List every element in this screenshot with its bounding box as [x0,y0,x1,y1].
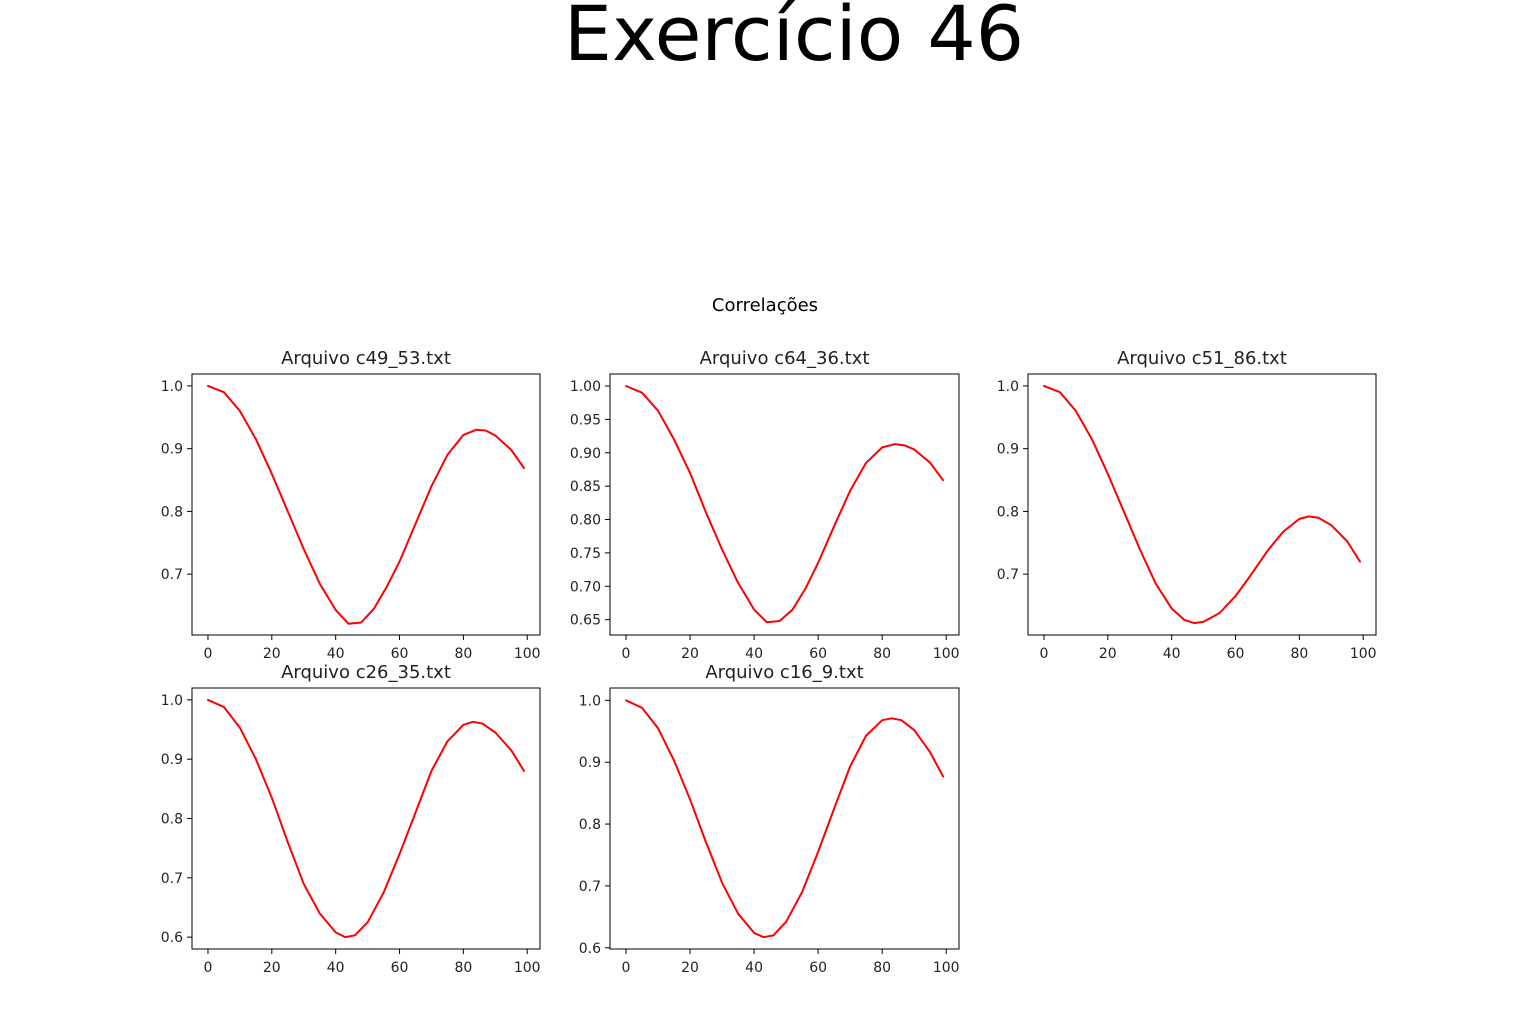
subplot-2: 0 20 40 60 80 100 0.65 0.70 0.75 0.80 0.85 0.90 0.95… [570,348,960,662]
y-tick-label: 0.75 [570,546,601,562]
x-tick-label: 100 [514,960,541,976]
series-line [1043,384,1361,625]
y-tick-label: 1.0 [579,693,601,709]
y-tick-label: 0.7 [161,871,183,887]
x-tick-label: 0 [204,646,213,662]
x-tick-label: 40 [327,646,345,662]
x-tick-label: 40 [745,646,763,662]
y-tick-label: 0.9 [161,442,183,458]
y-tick-label: 0.9 [997,442,1019,458]
series-line [207,384,525,625]
x-tick-label: 0 [622,960,631,976]
x-tick-label: 100 [1350,646,1377,662]
x-tick-label: 80 [1290,646,1308,662]
y-tick-label: 1.0 [997,379,1019,395]
y-tick-label: 0.6 [579,941,601,957]
x-tick-label: 80 [873,646,891,662]
subplot-1: 0 20 40 60 80 100 0.7 0.8 0.9 1.0 Arquivo c49_53.t… [161,348,541,662]
y-tick-label: 0.65 [570,613,601,629]
axes-frame [1027,373,1377,636]
axes-frame [191,373,541,636]
x-tick-label: 40 [745,960,763,976]
x-tick-label: 60 [809,960,827,976]
y-tick-label: 1.0 [161,379,183,395]
x-tick-label: 60 [809,646,827,662]
x-tick-label: 40 [327,960,345,976]
subplot-3: 0 20 40 60 80 100 0.7 0.8 0.9 1.0 Arquivo c51_86.t… [997,348,1377,662]
x-tick-label: 100 [933,960,960,976]
subplot-title: Arquivo c16_9.txt [705,662,863,683]
subplot-title: Arquivo c51_86.txt [1117,348,1287,369]
subplot-title: Arquivo c64_36.txt [700,348,870,369]
x-tick-label: 0 [622,646,631,662]
y-tick-label: 0.8 [161,812,183,828]
subplot-title: Arquivo c49_53.txt [281,348,451,369]
y-tick-label: 0.9 [579,755,601,771]
x-tick-label: 100 [933,646,960,662]
y-tick-label: 0.80 [570,513,601,529]
x-tick-label: 40 [1163,646,1181,662]
subplot-4: 0 20 40 60 80 100 0.6 0.7 0.8 0.9 1.0 Arquivo c26_3… [161,662,541,976]
y-tick-label: 0.7 [997,567,1019,583]
x-tick-label: 0 [204,960,213,976]
x-tick-label: 100 [514,646,541,662]
x-tick-label: 60 [391,646,409,662]
x-tick-label: 20 [1099,646,1117,662]
x-tick-label: 60 [1227,646,1245,662]
x-tick-label: 80 [454,646,472,662]
y-tick-label: 1.00 [570,379,601,395]
x-tick-label: 20 [681,646,699,662]
page-title: Exercício 46 [563,0,1025,78]
y-tick-label: 0.8 [997,504,1019,520]
y-tick-label: 0.90 [570,446,601,462]
axes-frame [609,687,960,950]
x-tick-label: 60 [391,960,409,976]
y-tick-label: 1.0 [161,693,183,709]
x-tick-label: 20 [263,960,281,976]
y-tick-label: 0.95 [570,412,601,428]
x-tick-label: 20 [681,960,699,976]
y-tick-label: 0.7 [579,879,601,895]
x-tick-label: 80 [454,960,472,976]
y-tick-label: 0.8 [161,504,183,520]
axes-frame [609,373,960,636]
x-tick-label: 80 [873,960,891,976]
y-tick-label: 0.7 [161,567,183,583]
x-tick-label: 0 [1040,646,1049,662]
series-line [625,385,944,624]
series-line [207,698,525,939]
y-tick-label: 0.8 [579,817,601,833]
y-tick-label: 0.6 [161,930,183,946]
y-tick-label: 0.70 [570,579,601,595]
subplot-5: 0 20 40 60 80 100 0.6 0.7 0.8 0.9 1.0 Arquivo c16_9… [579,662,960,976]
y-tick-label: 0.9 [161,752,183,768]
y-tick-label: 0.85 [570,479,601,495]
subplot-title: Arquivo c26_35.txt [281,662,451,683]
x-tick-label: 20 [263,646,281,662]
figure-suptitle: Correlações [711,295,819,316]
series-line [625,699,944,939]
